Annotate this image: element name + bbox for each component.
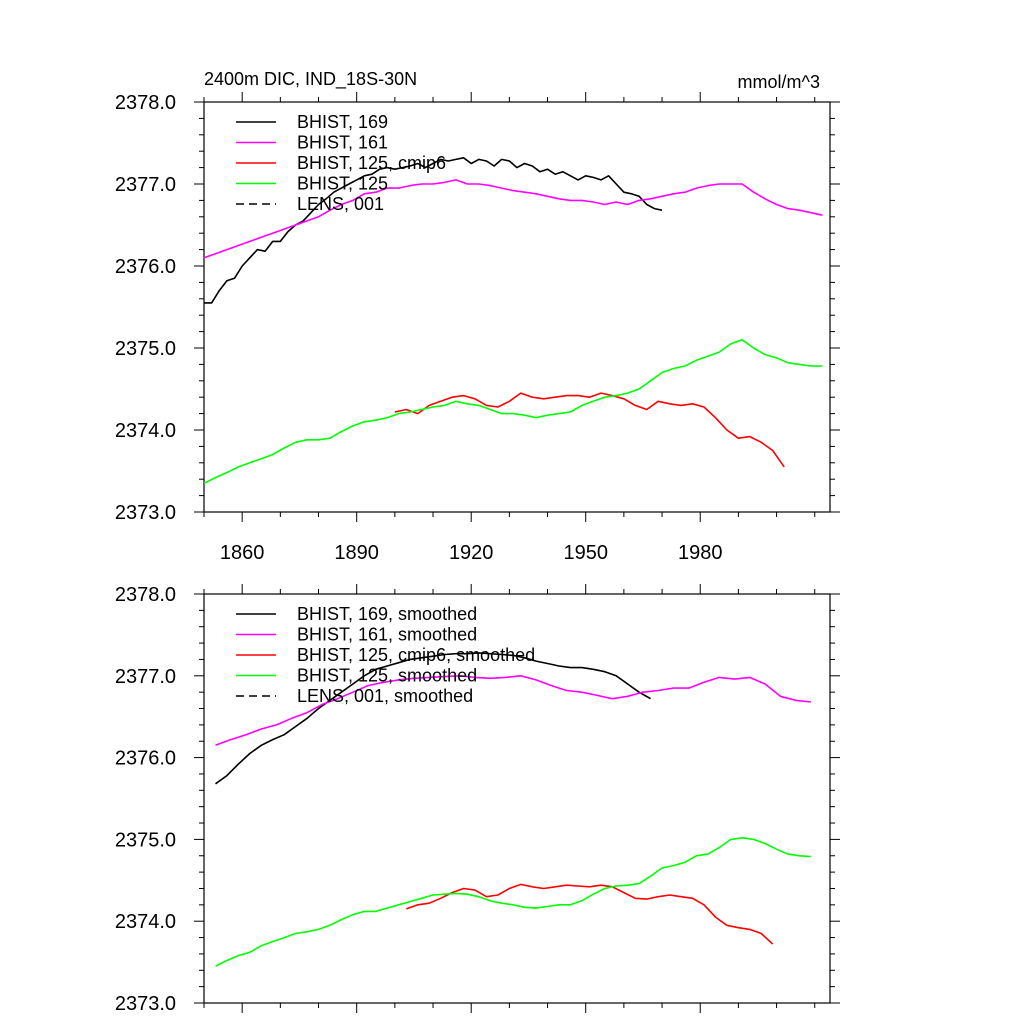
y-tick-label: 2373.0	[115, 993, 176, 1015]
units-label: mmol/m^3	[738, 72, 820, 92]
x-tick-label: 1890	[334, 542, 379, 564]
y-tick-label: 2374.0	[115, 911, 176, 933]
y-tick-label: 2377.0	[115, 666, 176, 688]
x-tick-label: 1980	[678, 542, 723, 564]
legend-label: BHIST, 125	[297, 174, 388, 194]
y-tick-label: 2375.0	[115, 338, 176, 360]
series-line-2	[406, 883, 774, 945]
legend-label: BHIST, 161, smoothed	[297, 625, 477, 645]
y-tick-label: 2374.0	[115, 420, 176, 442]
x-tick-label: 1920	[449, 542, 494, 564]
x-tick-label: 1950	[563, 542, 608, 564]
plot-frame	[203, 593, 831, 1004]
y-tick-label: 2377.0	[115, 174, 176, 196]
legend-label: BHIST, 125, cmip6	[297, 153, 446, 173]
legend-label: BHIST, 169	[297, 112, 388, 132]
chart-title: 2400m DIC, IND_18S-30N	[204, 69, 417, 90]
legend-label: BHIST, 169, smoothed	[297, 604, 477, 624]
x-tick-label: 1860	[220, 542, 265, 564]
bottom-panel: 2373.0 2374.0 2375.0 2376.0 2377.0 2378.0 BHIS…	[115, 584, 840, 1015]
y-tick-label: 2375.0	[115, 829, 176, 851]
series-line-3	[215, 836, 811, 967]
top-panel: 2373.0 2374.0 2375.0 2376.0 2377.0 2378.0 1860…	[115, 92, 840, 564]
series-line-1	[203, 179, 823, 259]
y-tick-label: 2378.0	[115, 584, 176, 606]
y-tick-label: 2378.0	[115, 92, 176, 114]
plot-frame	[203, 101, 831, 513]
legend-label: BHIST, 125, smoothed	[297, 666, 477, 686]
series-line-2	[394, 392, 785, 468]
series-line-1	[215, 674, 811, 747]
series-line-0	[204, 157, 663, 304]
series-line-3	[203, 338, 823, 485]
y-tick-label: 2376.0	[115, 256, 176, 278]
legend-label: BHIST, 125, cmip6, smoothed	[297, 645, 535, 665]
series-line-0	[215, 652, 651, 785]
legend-label: LENS, 001, smoothed	[297, 686, 473, 706]
legend-label: LENS, 001	[297, 194, 384, 214]
legend-label: BHIST, 161	[297, 133, 388, 153]
y-tick-label: 2376.0	[115, 748, 176, 770]
y-tick-label: 2373.0	[115, 502, 176, 524]
